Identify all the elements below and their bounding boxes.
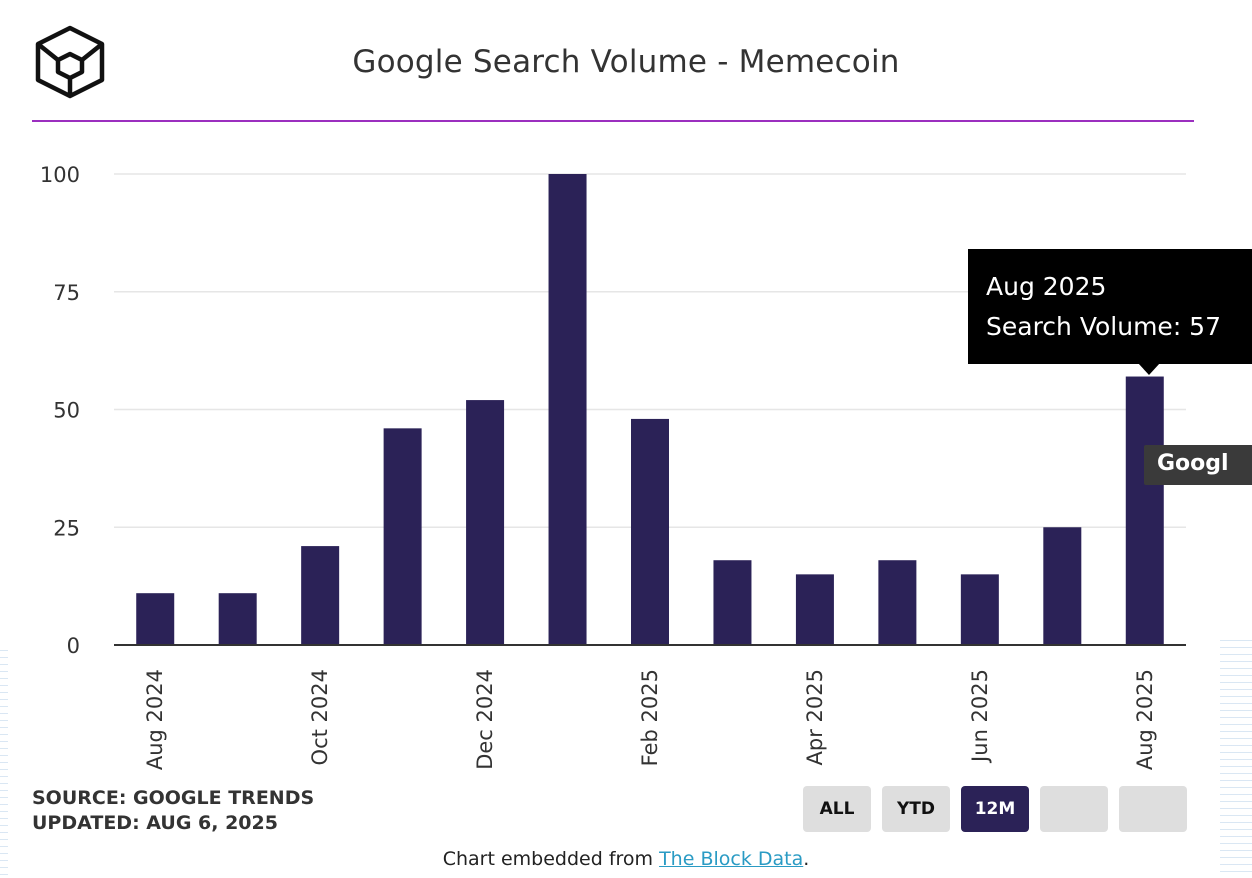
bar-apr-2025[interactable]: [795, 574, 834, 645]
embed-credit: Chart embedded from The Block Data.: [0, 848, 1252, 870]
decorative-lines: [1220, 640, 1252, 878]
tooltip-value: Search Volume: 57: [986, 312, 1221, 341]
bar-sep-2024[interactable]: [218, 593, 257, 645]
bar-feb-2025[interactable]: [631, 418, 669, 645]
x-tick-label-aug-2024: Aug 2024: [143, 669, 167, 770]
source-line: SOURCE: GOOGLE TRENDS: [32, 787, 315, 809]
bar-jul-2025[interactable]: [1043, 527, 1082, 645]
y-tick-label-50: 50: [53, 399, 80, 423]
chart-title: Google Search Volume - Memecoin: [352, 44, 900, 80]
x-tick-label-jun-2025: Jun 2025: [968, 669, 992, 764]
bar-jan-2025[interactable]: [548, 174, 587, 645]
tooltip-date: Aug 2025: [986, 272, 1107, 301]
x-tick-label-oct-2024: Oct 2024: [308, 669, 332, 765]
source-block: SOURCE: GOOGLE TRENDS UPDATED: AUG 6, 20…: [32, 786, 314, 836]
bar-may-2025[interactable]: [878, 560, 917, 645]
range-all-button[interactable]: ALL: [803, 786, 871, 832]
chart-tooltip: Aug 2025 Search Volume: 57: [968, 249, 1252, 364]
embed-suffix: .: [803, 848, 810, 870]
the-block-logo-icon: [35, 25, 105, 99]
range-button-4[interactable]: [1040, 786, 1108, 832]
tooltip-arrow: [1138, 363, 1160, 375]
y-tick-label-75: 75: [53, 281, 80, 305]
bar-jun-2025[interactable]: [960, 574, 999, 645]
range-12m-button[interactable]: 12M: [961, 786, 1029, 832]
bar-nov-2024[interactable]: [383, 428, 422, 645]
embed-prefix: Chart embedded from: [442, 848, 660, 870]
the-block-data-link[interactable]: The Block Data: [659, 848, 804, 870]
bar-mar-2025[interactable]: [713, 560, 752, 645]
bar-aug-2025[interactable]: [1125, 376, 1164, 645]
x-tick-label-feb-2025: Feb 2025: [638, 669, 662, 766]
title-divider: [32, 120, 1194, 122]
x-tick-label-apr-2025: Apr 2025: [803, 669, 827, 765]
x-tick-label-dec-2024: Dec 2024: [473, 669, 497, 770]
hover-label-tip: Googl: [1144, 445, 1252, 485]
bar-chart: 0 25 50 75 100 Aug 2024 Oct 2024 Dec 2024 Feb 20…: [40, 163, 1186, 770]
bar-dec-2024[interactable]: [466, 400, 505, 645]
y-tick-label-100: 100: [40, 163, 80, 187]
x-tick-label-aug-2025: Aug 2025: [1133, 669, 1157, 770]
bar-aug-2024[interactable]: [136, 593, 175, 645]
updated-line: UPDATED: AUG 6, 2025: [32, 812, 278, 834]
decorative-lines-left: [0, 650, 8, 878]
bar-oct-2024[interactable]: [301, 546, 340, 645]
y-tick-label-0: 0: [67, 634, 80, 658]
range-ytd-button[interactable]: YTD: [882, 786, 950, 832]
y-tick-label-25: 25: [53, 516, 80, 540]
range-button-5[interactable]: [1119, 786, 1187, 832]
